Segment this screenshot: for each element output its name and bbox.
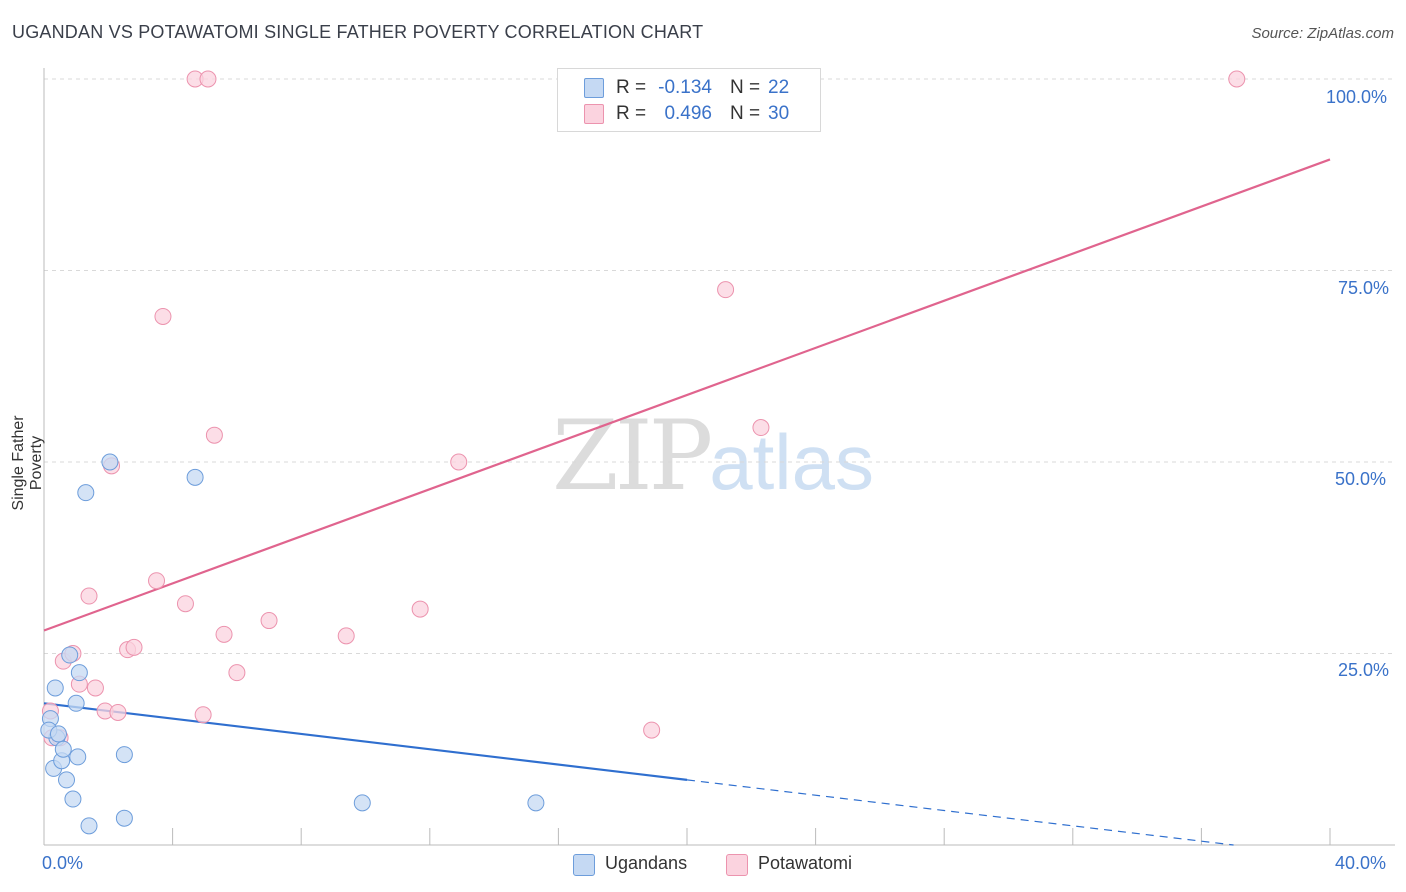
trend-lines (43, 158, 1331, 846)
y-tick-label-100: 100.0% (1326, 87, 1388, 107)
y-tick-label-25: 25.0% (1338, 660, 1390, 680)
potawatomi-point (215, 625, 233, 643)
potawatomi-point (717, 281, 735, 299)
legend-swatch-potawatomi (726, 854, 748, 876)
potawatomi-point (194, 706, 212, 724)
ugandans-point (80, 817, 98, 835)
y-axis-label: Single Father Poverty (10, 415, 45, 511)
x-tick-label-min: 0.0% (42, 853, 84, 873)
potawatomi-point (86, 679, 104, 697)
grid-lines (44, 78, 1395, 654)
stats-swatch-ugandans (584, 78, 604, 98)
potawatomi-point (125, 638, 143, 656)
ugandans-point (115, 746, 133, 764)
ugandans-point (70, 664, 88, 682)
ugandans-point (186, 468, 204, 486)
legend-swatch-ugandans (573, 854, 595, 876)
legend-label-ugandans: Ugandans (605, 853, 688, 873)
y-tick-label-75: 75.0% (1338, 278, 1390, 298)
ugandans-trend-line-extension (686, 779, 1234, 846)
r-value: 0.496 (664, 103, 712, 124)
ugandans-point (46, 679, 64, 697)
ugandans-point (64, 790, 82, 808)
ugandans-point (101, 453, 119, 471)
potawatomi-point (260, 612, 278, 630)
y-tick-label-50: 50.0% (1335, 469, 1387, 489)
potawatomi-point (199, 70, 217, 88)
source-credit: Source: ZipAtlas.com (1251, 25, 1394, 42)
chart-title: UGANDAN VS POTAWATOMI SINGLE FATHER POVE… (12, 22, 704, 42)
stats-box: R = -0.134 N = 22 R = 0.496 N = 30 (557, 68, 821, 132)
potawatomi-point (80, 587, 98, 605)
x-tick-label-max: 40.0% (1335, 853, 1387, 873)
n-label: N = (730, 103, 761, 124)
ugandans-point (77, 484, 95, 502)
ugandans-point (54, 740, 72, 758)
potawatomi-point (176, 595, 194, 613)
ugandans-trend-line (43, 702, 688, 781)
potawatomi-point (450, 453, 468, 471)
potawatomi-point (1228, 70, 1246, 88)
ugandans-point (115, 809, 133, 827)
potawatomi-point (205, 426, 223, 444)
stats-swatch-potawatomi (584, 104, 604, 124)
r-value: -0.134 (658, 77, 712, 98)
legend-label-potawatomi: Potawatomi (758, 853, 853, 873)
potawatomi-point (228, 664, 246, 682)
ugandans-point (58, 771, 76, 789)
potawatomi-point (752, 419, 770, 437)
stats-row-ugandans: R = -0.134 N = 22 (558, 75, 820, 101)
ugandans-point (353, 794, 371, 812)
ugandans-point (527, 794, 545, 812)
n-label: N = (730, 77, 761, 98)
n-value: 30 (768, 103, 790, 124)
ugandans-point (61, 646, 79, 664)
potawatomi-trend-line (43, 158, 1331, 632)
watermark-zip: ZIP (552, 400, 713, 512)
r-label: R = (616, 103, 647, 124)
potawatomi-point (643, 721, 661, 739)
potawatomi-point (411, 600, 429, 618)
stats-row-potawatomi: R = 0.496 N = 30 (558, 101, 820, 127)
n-value: 22 (768, 77, 790, 98)
potawatomi-point (337, 627, 355, 645)
potawatomi-point (109, 703, 127, 721)
ugandans-point (49, 725, 67, 743)
ugandans-point (67, 694, 85, 712)
r-label: R = (616, 77, 647, 98)
data-points (40, 70, 1246, 835)
potawatomi-point (148, 572, 166, 590)
ugandans-point (69, 748, 87, 766)
potawatomi-point (154, 307, 172, 325)
